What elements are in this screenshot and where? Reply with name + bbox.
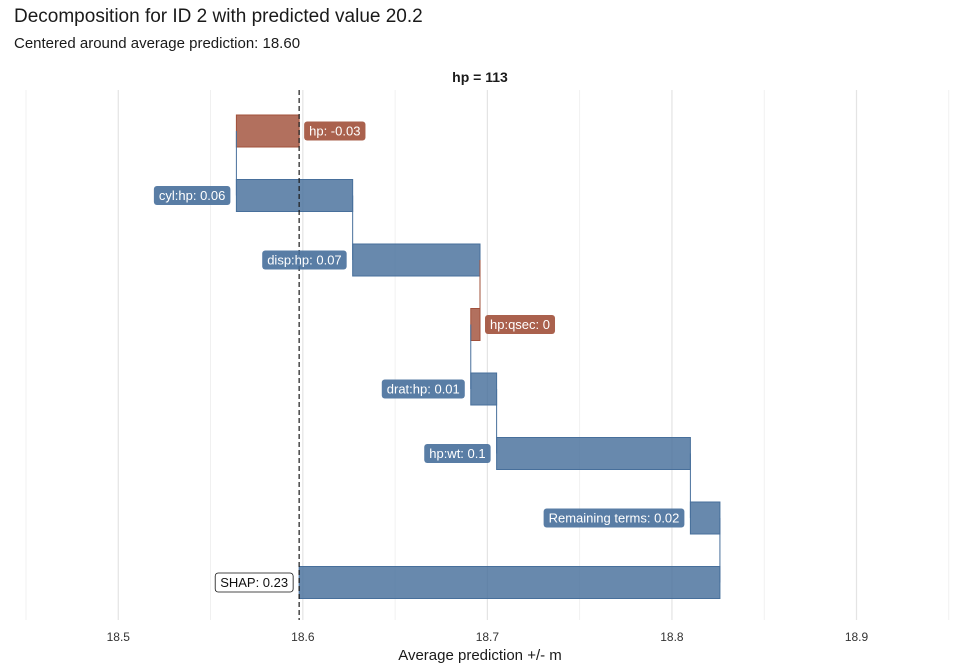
bars [235, 114, 721, 599]
bar-label: hp:qsec: 0 [485, 315, 556, 334]
waterfall-bar [496, 437, 691, 470]
bar-label-box [381, 379, 465, 399]
waterfall-bar [235, 179, 354, 212]
bar-label-text: hp: -0.03 [309, 124, 360, 139]
bar-label-text: drat:hp: 0.01 [387, 382, 460, 397]
facet-label: hp = 113 [452, 69, 508, 85]
x-tick-label: 18.8 [660, 630, 684, 644]
x-axis-label: Average prediction +/- m [398, 647, 562, 664]
bar-label-text: Remaining terms: 0.02 [549, 511, 680, 526]
bar-label: hp: -0.03 [304, 121, 366, 141]
waterfall-bar [235, 114, 300, 148]
waterfall-bar [470, 372, 498, 406]
bar-label-box [153, 186, 231, 205]
waterfall-bar [689, 501, 721, 535]
bar-label-box [262, 250, 347, 270]
chart-title: Decomposition for ID 2 with predicted va… [14, 6, 423, 27]
waterfall-bar [352, 243, 481, 277]
x-tick-label: 18.5 [107, 630, 131, 644]
connectors [235, 131, 721, 583]
bar-label: SHAP: 0.23 [214, 572, 294, 593]
x-tick-label: 18.7 [476, 630, 500, 644]
bar-labels: hp: -0.03 cyl:hp: 0.06 disp:hp: 0.07 hp:qse… [153, 121, 685, 593]
bar-label: Remaining terms: 0.02 [543, 508, 685, 528]
bar-label-text: disp:hp: 0.07 [267, 253, 341, 268]
bar-label-box [485, 315, 556, 334]
bar-label-text: cyl:hp: 0.06 [159, 188, 226, 203]
x-tick-label: 18.6 [291, 630, 315, 644]
x-tick-labels: 18.5 18.6 18.7 18.8 18.9 [107, 630, 869, 644]
bar-label-text: SHAP: 0.23 [220, 575, 288, 590]
gridlines [25, 90, 950, 620]
waterfall-bar [470, 308, 481, 341]
bar-label: drat:hp: 0.01 [381, 379, 465, 399]
x-tick-label: 18.9 [845, 630, 869, 644]
bar-label: disp:hp: 0.07 [262, 250, 347, 270]
bar-label-box [304, 121, 366, 141]
bar-label-text: hp:wt: 0.1 [429, 446, 485, 461]
bar-label: cyl:hp: 0.06 [153, 186, 231, 205]
chart-subtitle: Centered around average prediction: 18.6… [14, 35, 301, 52]
bar-label-box [424, 444, 491, 463]
waterfall-bar [298, 566, 721, 599]
bar-label-box [214, 572, 294, 593]
bar-label: hp:wt: 0.1 [424, 444, 491, 463]
bar-label-box [543, 508, 685, 528]
bar-label-text: hp:qsec: 0 [490, 317, 550, 332]
